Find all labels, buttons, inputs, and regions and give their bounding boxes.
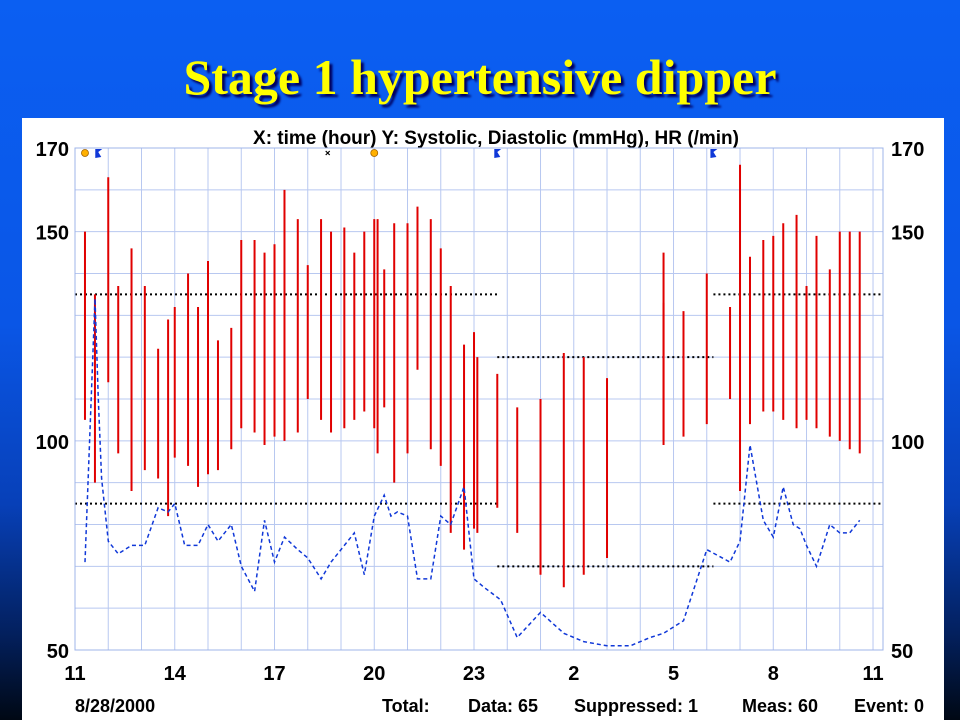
x-tick-label: 20 [363, 663, 385, 685]
y-tick-label-left: 100 [36, 432, 69, 454]
summary-total: Total: [382, 696, 430, 716]
summary-data: Data: 65 [468, 696, 538, 716]
x-tick-label: 17 [263, 663, 285, 685]
y-tick-label-right: 50 [891, 641, 913, 663]
reference-lines [75, 293, 883, 568]
summary-suppressed: Suppressed: 1 [574, 696, 698, 716]
x-tick-label: 2 [568, 663, 579, 685]
blood-pressure-chart: X: time (hour) Y: Systolic, Diastolic (m… [36, 128, 925, 716]
y-tick-label-left: 150 [36, 223, 69, 245]
y-tick-label-right: 100 [891, 432, 924, 454]
summary-event: Event: 0 [854, 696, 924, 716]
y-tick-label-left: 170 [36, 139, 69, 161]
y-tick-label-right: 150 [891, 223, 924, 245]
grid [74, 147, 883, 651]
date-label: 8/28/2000 [75, 696, 155, 716]
x-tick-label: 11 [64, 663, 85, 685]
event-flag-marker [95, 149, 103, 158]
summary-meas: Meas: 60 [742, 696, 818, 716]
x-tick-label: 5 [668, 663, 679, 685]
systolic-diastolic-bars [83, 164, 861, 588]
hr-series-line [84, 298, 861, 647]
plot-frame [74, 147, 884, 651]
x-tick-label: 11 [862, 663, 883, 685]
x-tick-label: 14 [164, 663, 187, 685]
chart-panel: X: time (hour) Y: Systolic, Diastolic (m… [22, 118, 944, 720]
x-tick-label: 23 [463, 663, 485, 685]
event-dot-marker [81, 149, 89, 157]
event-flag-marker [710, 149, 718, 158]
slide-title: Stage 1 hypertensive dipper [183, 49, 777, 105]
heart-rate-line [84, 298, 861, 647]
y-tick-label-left: 50 [47, 641, 69, 663]
event-flag-marker [494, 149, 502, 158]
event-dot-marker [370, 149, 379, 157]
event-markers [81, 149, 718, 158]
event-cross-marker [325, 150, 331, 156]
y-tick-label-right: 170 [891, 139, 924, 161]
chart-title: X: time (hour) Y: Systolic, Diastolic (m… [253, 128, 739, 149]
x-tick-label: 8 [768, 663, 779, 685]
